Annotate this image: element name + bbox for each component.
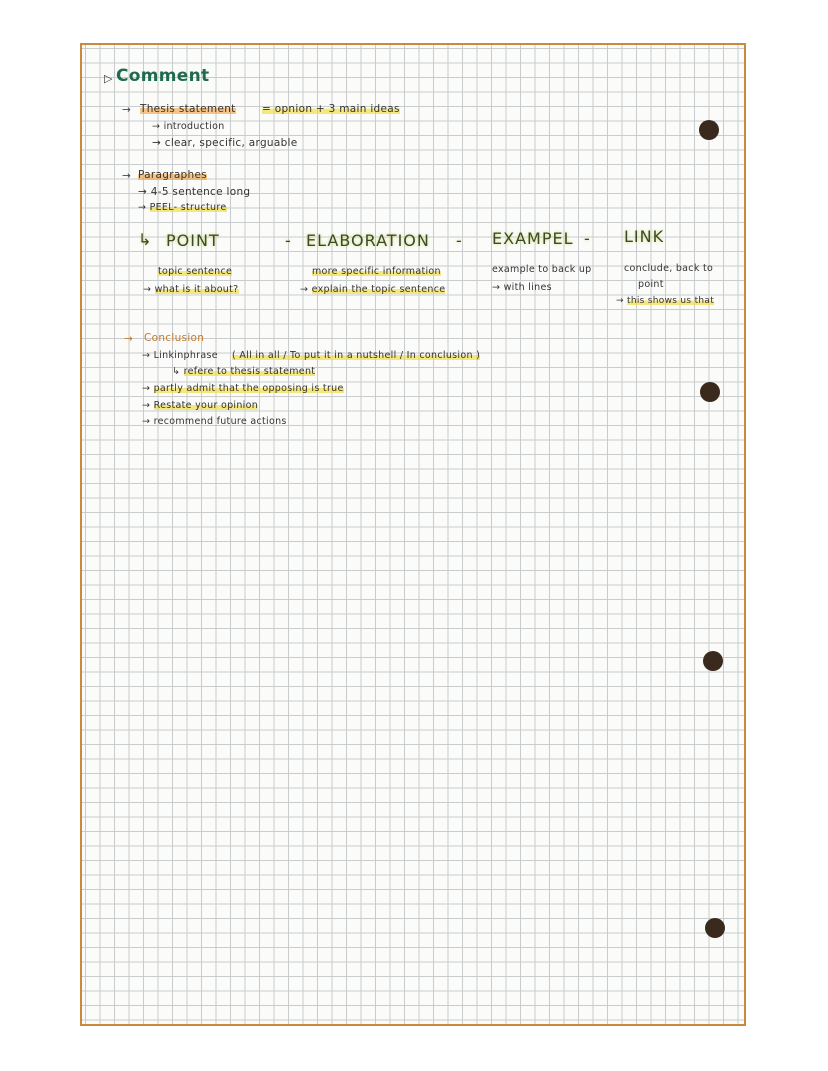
conclusion-item-text: partly admit that the opposing is true	[153, 383, 344, 394]
peel-link: LINK	[624, 227, 665, 246]
thesis-sub: → introduction	[152, 121, 225, 132]
linking-examples: ( All in all / To put it in a nutshell /…	[232, 350, 481, 361]
arrow-icon: →	[122, 104, 132, 116]
link-line2: → this shows us that	[616, 296, 715, 306]
example-line1: example to back up	[492, 264, 592, 275]
thesis-sub-text: introduction	[163, 121, 225, 132]
arrow-icon: →	[122, 170, 132, 182]
corner-arrow-icon: ↳	[138, 230, 153, 249]
peel-separator: -	[584, 229, 591, 248]
conclusion-item: → recommend future actions	[142, 416, 287, 427]
point-line2-text: what is it about?	[154, 284, 239, 295]
link-line1: conclude, back to	[624, 263, 714, 274]
paragraphs-heading: Paragraphes	[138, 169, 208, 181]
linking-label: Linkinphrase	[153, 350, 218, 361]
example-line2-text: with lines	[503, 282, 552, 293]
conclusion-item: → partly admit that the opposing is true	[142, 383, 344, 394]
link-line1b: point	[638, 279, 664, 290]
conclusion-refer: ↳ refere to thesis statement	[172, 366, 316, 377]
elaboration-line1: more specific information	[312, 266, 441, 277]
paragraphs-sub-text: PEEL- structure	[149, 202, 227, 213]
thesis-sub-text: clear, specific, arguable	[164, 137, 298, 149]
example-line2: → with lines	[492, 282, 552, 293]
thesis-sub: → clear, specific, arguable	[152, 137, 298, 149]
punch-hole	[700, 382, 720, 402]
conclusion-heading: Conclusion	[144, 332, 205, 344]
peel-separator: -	[456, 231, 463, 250]
peel-point: POINT	[166, 231, 220, 250]
thesis-heading: Thesis statement	[140, 103, 236, 115]
paragraphs-sub: → 4-5 sentence long	[138, 186, 251, 198]
punch-hole	[699, 120, 719, 140]
point-line1: topic sentence	[158, 266, 233, 277]
peel-separator: -	[285, 231, 292, 250]
conclusion-linking: → Linkinphrase	[142, 350, 218, 361]
point-line2: → what is it about?	[143, 284, 239, 295]
punch-hole	[703, 651, 723, 671]
peel-example: EXAMPEL	[492, 229, 574, 248]
paragraphs-sub-text: 4-5 sentence long	[150, 186, 251, 198]
thesis-equation: = opnion + 3 main ideas	[262, 103, 400, 115]
conclusion-item-text: Restate your opinion	[153, 400, 259, 411]
conclusion-item: → Restate your opinion	[142, 400, 259, 411]
elaboration-line2: → explain the topic sentence	[300, 284, 446, 295]
conclusion-item-text: recommend future actions	[153, 416, 287, 427]
arrow-icon: →	[124, 333, 134, 345]
refer-text: refere to thesis statement	[183, 366, 316, 377]
paragraphs-sub: → PEEL- structure	[138, 202, 227, 213]
page-title: Comment	[116, 66, 210, 86]
elaboration-line2-text: explain the topic sentence	[311, 284, 446, 295]
punch-hole	[705, 918, 725, 938]
link-line2-text: this shows us that	[627, 296, 715, 306]
triangle-bullet-icon: ▷	[104, 72, 113, 85]
peel-elaboration: ELABORATION	[306, 231, 430, 250]
linking-examples-text: ( All in all / To put it in a nutshell /…	[232, 350, 481, 361]
